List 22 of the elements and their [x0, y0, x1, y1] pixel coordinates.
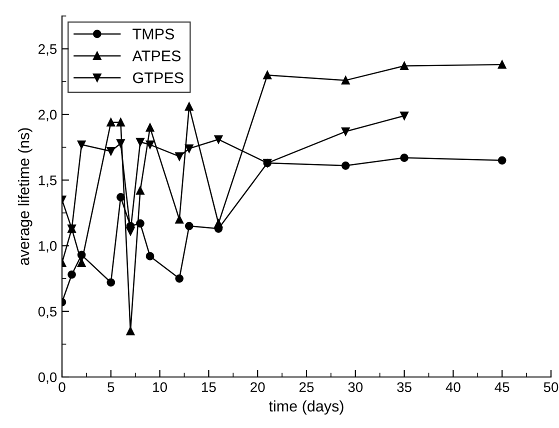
x-tick-label: 5	[108, 382, 114, 392]
x-tick-label: 25	[299, 382, 314, 392]
y-tick-label: 0,5	[38, 306, 57, 318]
x-tick-label: 10	[153, 382, 167, 392]
legend-label: GTPES	[133, 72, 184, 84]
y-tick-label: 2,0	[38, 110, 57, 122]
x-tick-label: 30	[348, 382, 363, 392]
x-tick-label: 20	[250, 382, 265, 392]
x-tick-label: 15	[202, 382, 216, 392]
x-tick-label: 40	[446, 382, 460, 392]
y-tick-label: 1,5	[38, 176, 57, 187]
x-axis-title: time (days)	[268, 400, 344, 415]
x-tick-label: 50	[544, 382, 558, 392]
x-tick-label: 35	[397, 382, 412, 392]
y-tick-label: 1,0	[38, 241, 57, 253]
legend-label: ATPES	[132, 50, 181, 62]
x-tick-label: 45	[494, 382, 510, 392]
x-tick-label: 0	[58, 382, 66, 392]
y-tick-label: 2,5	[38, 44, 57, 56]
y-axis-title: average lifetime (ns)	[18, 128, 32, 266]
legend-label: TMPS	[132, 28, 174, 40]
y-tick-label: 0,0	[38, 372, 57, 384]
